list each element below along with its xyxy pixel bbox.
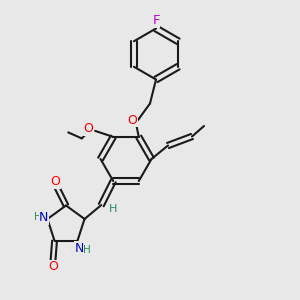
Text: H: H (109, 204, 117, 214)
Text: O: O (51, 175, 60, 188)
Text: F: F (152, 14, 160, 28)
Text: O: O (48, 260, 58, 273)
Text: H: H (83, 245, 91, 255)
Text: O: O (84, 122, 94, 135)
Text: N: N (39, 211, 49, 224)
Text: N: N (74, 242, 84, 255)
Text: O: O (128, 113, 137, 127)
Text: H: H (34, 212, 42, 223)
